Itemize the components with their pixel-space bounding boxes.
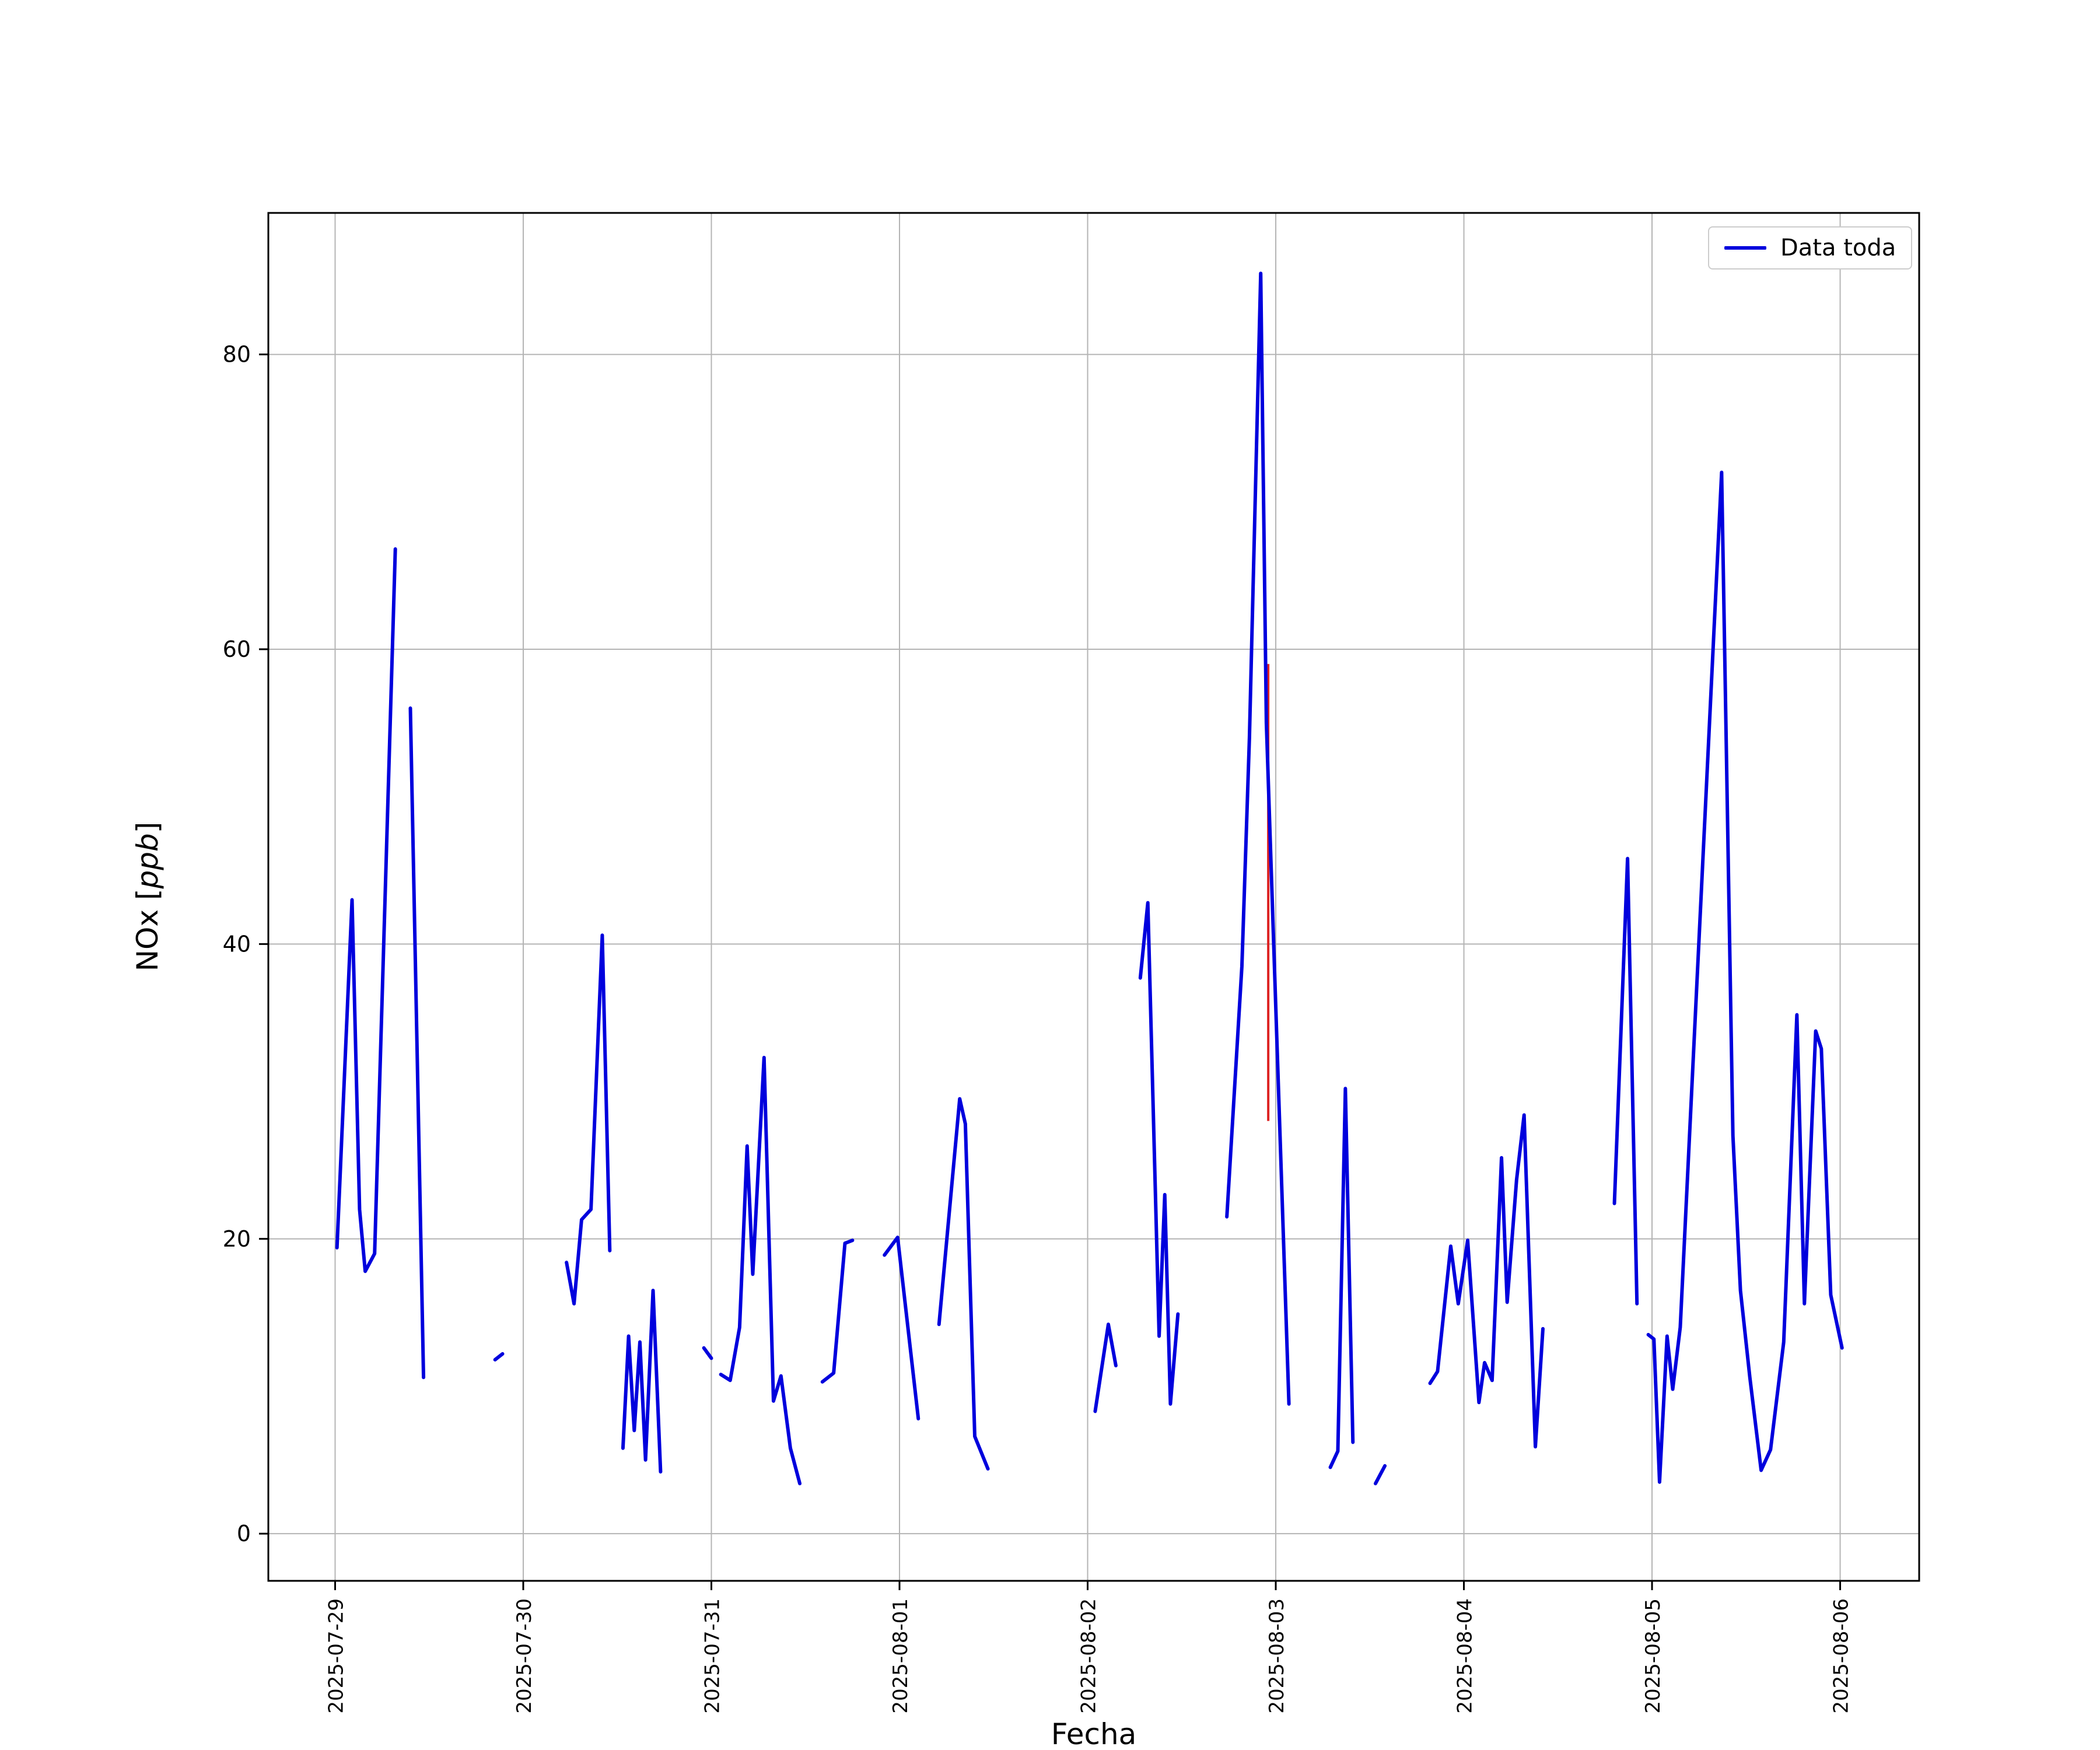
x-tick-label: 2025-08-03: [1265, 1598, 1289, 1714]
legend: Data toda: [1708, 226, 1913, 270]
data-line-segment: [1612, 856, 1639, 1306]
data-line-segment: [335, 547, 397, 1273]
legend-label: Data toda: [1780, 235, 1896, 261]
data-line-segment: [621, 1289, 663, 1474]
data-line-segment: [1428, 1113, 1545, 1449]
data-line-segment: [883, 1236, 921, 1421]
data-line-segment: [493, 1352, 505, 1362]
y-axis-label-unit: ppb: [131, 833, 164, 889]
y-tick-label: 0: [237, 1521, 251, 1546]
data-line-segment: [719, 1055, 802, 1486]
y-tick-label: 40: [223, 931, 251, 957]
data-line-segment: [1138, 901, 1180, 1406]
data-line-segment: [1328, 1087, 1355, 1469]
y-tick-label: 20: [223, 1226, 251, 1252]
data-line-segment: [565, 933, 612, 1306]
x-tick-label: 2025-08-04: [1454, 1598, 1477, 1714]
x-axis-label: Fecha: [1051, 1717, 1137, 1750]
x-tick-label: 2025-08-02: [1077, 1598, 1101, 1714]
y-axis-label-suffix: ]: [131, 821, 164, 834]
x-tick-label: 2025-07-29: [324, 1598, 348, 1714]
x-tick-label: 2025-08-06: [1830, 1598, 1853, 1714]
data-line-segment: [1373, 1464, 1387, 1486]
legend-line-sample: [1724, 246, 1766, 250]
axes-border: [267, 212, 1920, 1582]
data-line-segment: [1646, 470, 1844, 1484]
y-axis-label: NOx [ppb]: [131, 822, 164, 971]
data-line-segment: [937, 1097, 990, 1471]
x-tick-label: 2025-08-01: [889, 1598, 912, 1714]
data-line-segment: [820, 1238, 855, 1384]
data-line-segment: [408, 706, 426, 1380]
x-tick-label: 2025-07-31: [701, 1598, 724, 1714]
y-tick-label: 80: [223, 342, 251, 368]
x-tick-label: 2025-08-05: [1642, 1598, 1665, 1714]
data-line-segment: [1225, 271, 1291, 1406]
y-axis-label-prefix: NOx [: [131, 888, 164, 972]
data-line-segment: [1093, 1322, 1118, 1413]
x-tick-label: 2025-07-30: [513, 1598, 536, 1714]
data-line-segment: [702, 1346, 713, 1360]
y-tick-label: 60: [223, 636, 251, 662]
